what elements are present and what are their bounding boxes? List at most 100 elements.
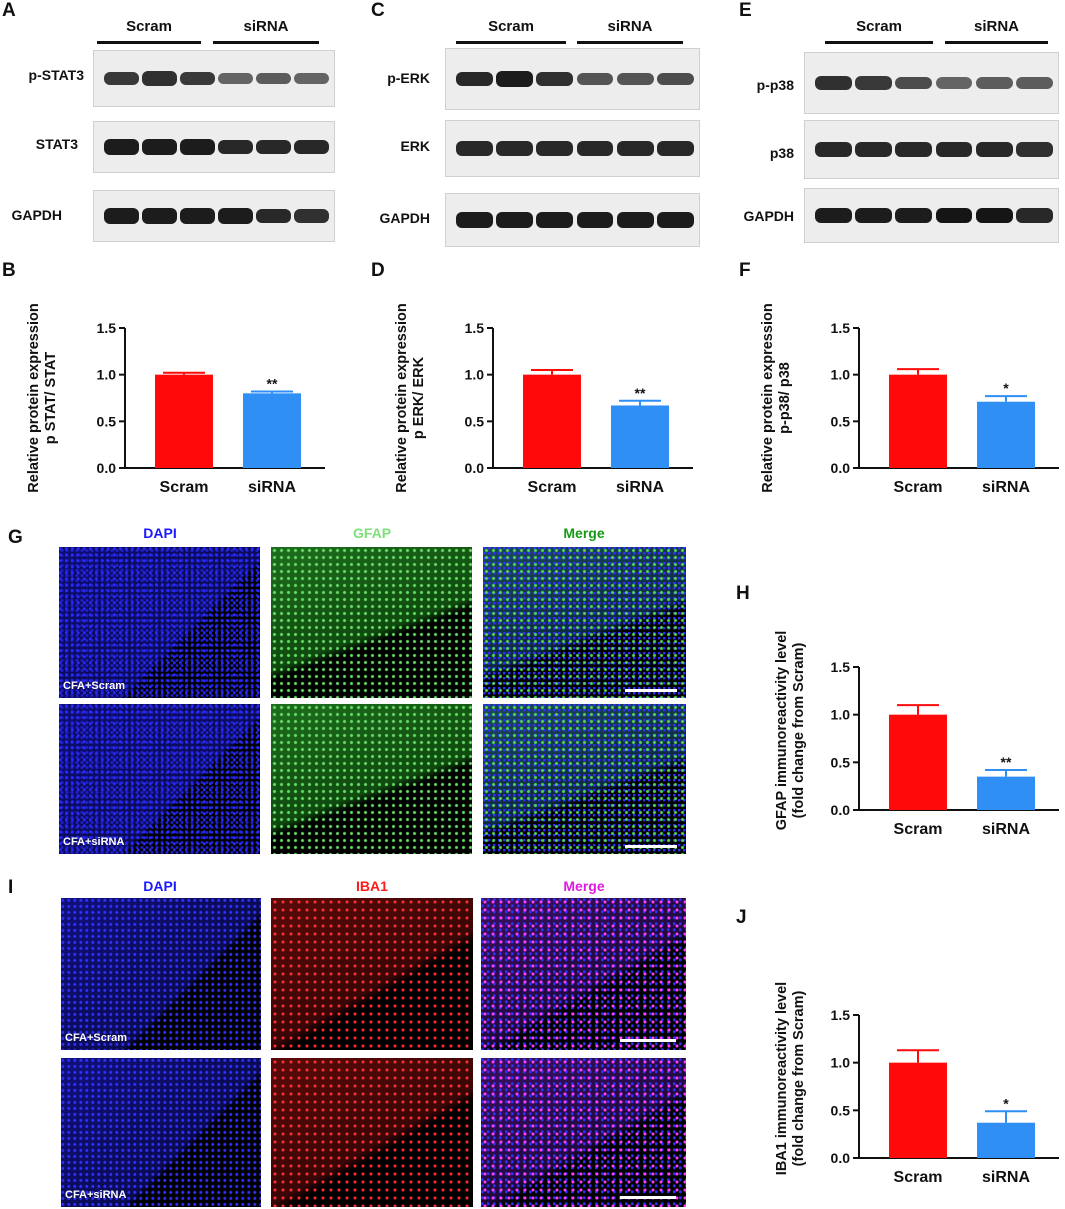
panel-letter-b: B bbox=[2, 260, 16, 281]
micrograph-dapi-scram: CFA+Scram bbox=[59, 547, 260, 698]
scale-bar bbox=[620, 1196, 676, 1199]
panel-letter-g: G bbox=[8, 527, 23, 548]
blot-band bbox=[975, 142, 1013, 157]
blot-band bbox=[496, 71, 534, 87]
blot-band bbox=[294, 72, 330, 85]
blot-image bbox=[445, 48, 700, 110]
micrograph-merge-sirna bbox=[483, 704, 686, 854]
micrograph-gfap-scram bbox=[271, 547, 472, 698]
y-tick-label: 1.0 bbox=[831, 367, 851, 383]
y-tick-label: 1.5 bbox=[831, 1007, 851, 1023]
blot-label: p38 bbox=[769, 145, 794, 161]
blot-band bbox=[103, 139, 139, 155]
bar-sirna bbox=[243, 393, 301, 468]
blot-band bbox=[456, 212, 493, 228]
blot-image bbox=[804, 120, 1059, 179]
micrograph-dapi-scram: CFA+Scram bbox=[61, 898, 261, 1050]
blot-band bbox=[294, 139, 330, 155]
y-tick-label: 0.5 bbox=[831, 754, 851, 770]
y-tick-label: 1.0 bbox=[831, 707, 851, 723]
group-label-scram: Scram bbox=[126, 18, 172, 35]
micro-caption: CFA+Scram bbox=[65, 1032, 128, 1044]
panel-letter-e: E bbox=[739, 0, 752, 21]
blot-band bbox=[536, 141, 574, 156]
blot-band bbox=[935, 142, 973, 157]
y-tick-label: 0.5 bbox=[97, 413, 117, 429]
micrograph-merge-scram bbox=[481, 898, 686, 1050]
blot-band bbox=[255, 72, 291, 85]
blot-image bbox=[445, 193, 700, 247]
blot-band bbox=[179, 71, 215, 86]
micrograph-iba1-sirna bbox=[271, 1058, 473, 1207]
y-tick-label: 1.5 bbox=[831, 320, 851, 336]
panel-letter-a: A bbox=[2, 0, 16, 21]
group-line bbox=[825, 41, 933, 44]
blot-band bbox=[536, 212, 574, 228]
blot-band bbox=[895, 207, 933, 224]
blot-band bbox=[217, 139, 253, 155]
blot-band bbox=[103, 208, 139, 224]
blot-band bbox=[103, 71, 139, 86]
x-tick-label: siRNA bbox=[982, 479, 1030, 496]
blot-label: GAPDH bbox=[11, 207, 62, 223]
significance-label: ** bbox=[267, 375, 278, 391]
group-line bbox=[97, 41, 201, 44]
blot-band bbox=[1015, 77, 1053, 89]
blot-image bbox=[93, 50, 335, 107]
panel-letter-i: I bbox=[8, 877, 14, 898]
scale-bar bbox=[625, 845, 677, 848]
blot-band bbox=[855, 207, 893, 224]
y-axis-label: Relative protein expression bbox=[394, 303, 410, 492]
micro-header-gfap: GFAP bbox=[352, 525, 392, 541]
x-tick-label: siRNA bbox=[248, 479, 296, 496]
group-line bbox=[577, 41, 683, 44]
scale-bar bbox=[620, 1039, 676, 1042]
bar-chart-d: 0.0 0.5 1.0 1.5 Relative protein expression p… bbox=[394, 303, 693, 496]
blot-band bbox=[179, 139, 215, 155]
blot-band bbox=[496, 212, 534, 228]
bar-scram bbox=[889, 714, 947, 810]
x-tick-label: siRNA bbox=[982, 1169, 1030, 1186]
y-tick-label: 1.0 bbox=[831, 1055, 851, 1071]
bar-sirna bbox=[977, 1122, 1035, 1158]
blot-band bbox=[855, 76, 893, 90]
blot-label: p-STAT3 bbox=[28, 67, 84, 83]
bar-scram bbox=[889, 1062, 947, 1158]
scale-bar bbox=[625, 689, 677, 692]
significance-label: * bbox=[1003, 380, 1009, 396]
y-tick-label: 1.5 bbox=[831, 659, 851, 675]
significance-label: ** bbox=[1001, 754, 1012, 770]
panel-letter-j: J bbox=[736, 907, 747, 928]
bar-chart-b: 0.0 0.5 1.0 1.5 Relative protein expression p… bbox=[26, 303, 325, 496]
y-axis-label: Relative protein expression bbox=[26, 303, 42, 492]
bar-scram bbox=[155, 374, 213, 468]
blot-band bbox=[576, 72, 614, 86]
bar-scram bbox=[523, 374, 581, 468]
blot-band bbox=[975, 207, 1013, 224]
bar-chart-j: 0.0 0.5 1.0 1.5 IBA1 immunoreactivity level(… bbox=[774, 982, 1059, 1186]
blot-band bbox=[294, 208, 330, 224]
x-tick-label: Scram bbox=[528, 479, 577, 496]
micro-header-iba1: IBA1 bbox=[356, 878, 388, 894]
blot-band bbox=[975, 77, 1013, 89]
blot-band bbox=[141, 208, 177, 224]
micrograph-merge-scram bbox=[483, 547, 686, 698]
blot-band bbox=[179, 208, 215, 224]
blot-image bbox=[93, 190, 335, 242]
blot-band bbox=[616, 141, 654, 156]
blot-band bbox=[141, 71, 177, 86]
micrograph-iba1-scram bbox=[271, 898, 473, 1050]
group-line bbox=[945, 41, 1048, 44]
blot-band bbox=[815, 142, 852, 157]
bar-sirna bbox=[977, 776, 1035, 810]
group-label-scram: Scram bbox=[856, 18, 902, 35]
y-tick-label: 0.5 bbox=[831, 1102, 851, 1118]
group-line bbox=[456, 41, 566, 44]
blot-band bbox=[935, 77, 973, 89]
y-axis-label: (fold change from Scram) bbox=[791, 643, 807, 819]
blot-image bbox=[93, 121, 335, 173]
x-tick-label: Scram bbox=[894, 1169, 943, 1186]
blot-band bbox=[217, 72, 253, 85]
bar-sirna bbox=[611, 405, 669, 468]
blot-label: STAT3 bbox=[35, 136, 78, 152]
